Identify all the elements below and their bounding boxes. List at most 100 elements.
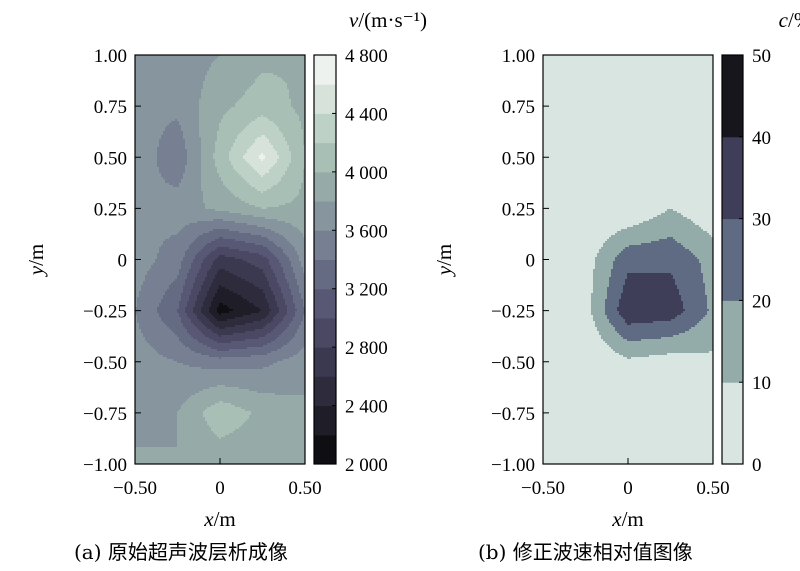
contour-cell [201,147,203,149]
contour-cell [135,109,137,111]
contour-cell [157,145,159,147]
contour-cell [155,57,157,59]
contour-cell [199,151,201,153]
contour-cell [183,97,185,99]
contour-cell [263,103,265,105]
contour-cell [301,165,303,167]
contour-cell [257,151,259,153]
contour-cell [193,83,195,85]
contour-cell [147,67,149,69]
contour-cell [137,149,139,151]
contour-cell [149,89,151,91]
contour-cell [157,113,159,115]
contour-cell [287,97,289,99]
contour-cell [163,115,165,117]
contour-cell [251,115,253,117]
contour-cell [163,159,165,161]
contour-cell [281,91,283,93]
contour-cell [143,127,145,129]
contour-cell [275,107,277,109]
contour-cell [295,141,297,143]
contour-cell [157,117,159,119]
contour-cell [249,63,251,65]
contour-cell [265,133,267,135]
contour-cell [239,103,241,105]
contour-cell [155,71,157,73]
contour-cell [239,109,241,111]
contour-cell [201,139,203,141]
contour-cell [159,117,161,119]
contour-cell [291,117,293,119]
contour-cell [221,63,223,65]
contour-cell [281,93,283,95]
contour-cell [177,163,179,165]
contour-cell [223,69,225,71]
contour-cell [267,81,269,83]
contour-cell [157,57,159,59]
contour-cell [261,135,263,137]
contour-cell [203,93,205,95]
contour-cell [291,129,293,131]
contour-cell [205,163,207,165]
contour-cell [177,167,179,169]
contour-cell [221,93,223,95]
contour-cell [251,145,253,147]
contour-cell [235,61,237,63]
contour-cell [167,123,169,125]
contour-cell [137,131,139,133]
contour-cell [221,55,223,57]
contour-cell [281,133,283,135]
contour-cell [279,91,281,93]
contour-cell [143,133,145,135]
contour-cell [237,111,239,113]
contour-cell [177,153,179,155]
contour-cell [201,79,203,81]
contour-cell [301,59,303,61]
contour-cell [141,161,143,163]
contour-cell [217,63,219,65]
contour-cell [241,111,243,113]
contour-cell [261,75,263,77]
contour-cell [221,67,223,69]
contour-cell [163,129,165,131]
contour-cell [227,79,229,81]
contour-cell [217,147,219,149]
contour-cell [281,59,283,61]
contour-cell [299,95,301,97]
contour-cell [243,155,245,157]
contour-cell [137,165,139,167]
contour-cell [257,67,259,69]
contour-cell [267,111,269,113]
contour-cell [197,141,199,143]
contour-cell [295,89,297,91]
contour-cell [217,59,219,61]
contour-cell [183,59,185,61]
contour-cell [243,57,245,59]
contour-cell [285,137,287,139]
contour-cell [251,105,253,107]
contour-cell [255,103,257,105]
contour-cell [199,161,201,163]
contour-cell [245,149,247,151]
contour-cell [169,81,171,83]
contour-cell [155,55,157,57]
contour-cell [185,91,187,93]
contour-cell [215,89,217,91]
contour-cell [277,95,279,97]
contour-cell [215,163,217,165]
contour-cell [149,131,151,133]
contour-cell [147,171,149,173]
contour-cell [247,55,249,57]
contour-cell [203,105,205,107]
contour-cell [289,131,291,133]
contour-cell [295,95,297,97]
contour-cell [301,129,303,131]
contour-cell [135,107,137,109]
contour-cell [287,123,289,125]
contour-cell [205,135,207,137]
contour-cell [199,169,201,171]
contour-cell [149,59,151,61]
contour-cell [253,147,255,149]
contour-cell [249,135,251,137]
contour-cell [293,65,295,67]
